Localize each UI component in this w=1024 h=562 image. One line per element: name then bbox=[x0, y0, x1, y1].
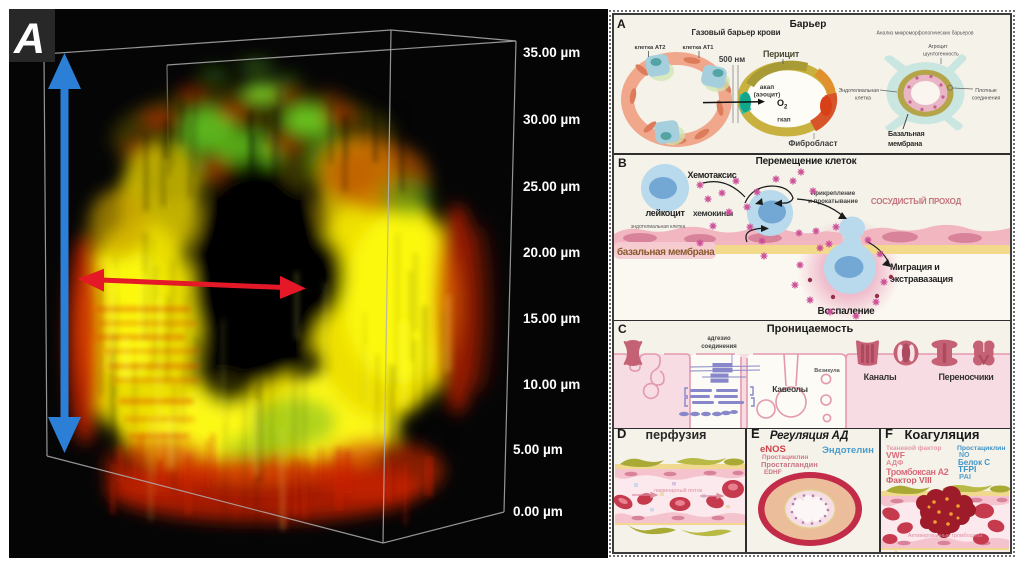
svg-text:клетка: клетка bbox=[855, 96, 871, 102]
svg-text:мембрана: мембрана bbox=[888, 139, 923, 148]
svg-text:30.00 µm: 30.00 µm bbox=[523, 112, 580, 127]
svg-text:2: 2 bbox=[784, 105, 788, 111]
svg-text:B: B bbox=[618, 156, 627, 170]
svg-text:лейкоцит: лейкоцит bbox=[645, 208, 685, 218]
svg-text:Хемотаксис: Хемотаксис bbox=[687, 170, 736, 180]
svg-text:клетка АТ1: клетка АТ1 bbox=[683, 45, 715, 51]
svg-text:O: O bbox=[777, 98, 784, 108]
svg-text:Воспаление: Воспаление bbox=[818, 306, 876, 317]
svg-text:500 нм: 500 нм bbox=[719, 55, 745, 64]
svg-text:Агроцит: Агроцит bbox=[928, 44, 948, 50]
svg-text:NO: NO bbox=[959, 452, 970, 459]
svg-text:25.00 µm: 25.00 µm bbox=[523, 179, 580, 194]
svg-text:VWF: VWF bbox=[886, 450, 905, 460]
svg-text:Барьер: Барьер bbox=[790, 19, 827, 30]
svg-text:5.00 µm: 5.00 µm bbox=[513, 442, 563, 457]
svg-text:хемокины: хемокины bbox=[693, 208, 733, 218]
svg-text:СОСУДИСТЫЙ ПРОХОД: СОСУДИСТЫЙ ПРОХОД bbox=[871, 197, 962, 206]
svg-text:Белок С: Белок С bbox=[958, 458, 990, 467]
svg-text:экстравазация: экстравазация bbox=[890, 274, 953, 284]
svg-text:Тромбоксан А2: Тромбоксан А2 bbox=[886, 467, 949, 477]
svg-text:D: D bbox=[617, 426, 626, 441]
svg-text:Простациклин: Простациклин bbox=[957, 445, 1005, 452]
svg-text:Перицит: Перицит bbox=[763, 49, 800, 59]
svg-text:0.00 µm: 0.00 µm bbox=[513, 504, 563, 519]
svg-text:гкап: гкап bbox=[777, 117, 791, 124]
svg-text:Везикула: Везикула bbox=[814, 368, 840, 374]
svg-text:Каналы: Каналы bbox=[864, 372, 897, 382]
svg-text:Эндотелиальная: Эндотелиальная bbox=[838, 88, 879, 94]
svg-text:Кавеолы: Кавеолы bbox=[772, 384, 807, 394]
svg-text:Коагуляция: Коагуляция bbox=[905, 427, 980, 442]
svg-text:Фибробласт: Фибробласт bbox=[788, 139, 837, 148]
svg-text:Простациклин: Простациклин bbox=[762, 454, 808, 461]
svg-text:PAI: PAI bbox=[959, 472, 971, 481]
svg-text:Проницаемость: Проницаемость bbox=[767, 323, 854, 335]
svg-text:C: C bbox=[618, 322, 627, 336]
svg-text:эндотелиальная клетка: эндотелиальная клетка bbox=[631, 224, 686, 230]
svg-text:TFPI: TFPI bbox=[958, 464, 976, 474]
svg-text:35.00 µm: 35.00 µm bbox=[523, 45, 580, 60]
svg-text:Перемещение клеток: Перемещение клеток bbox=[756, 156, 858, 167]
svg-text:клетка АТ2: клетка АТ2 bbox=[635, 45, 666, 51]
svg-text:Регуляция АД: Регуляция АД bbox=[770, 430, 848, 442]
svg-text:акап: акап bbox=[760, 84, 774, 91]
svg-text:Миграция и: Миграция и bbox=[890, 262, 940, 272]
svg-text:eNOS: eNOS bbox=[760, 444, 786, 455]
svg-text:базальная мембрана: базальная мембрана bbox=[617, 246, 715, 258]
svg-text:Анализ микроморфологических ба: Анализ микроморфологических барьеров bbox=[876, 31, 973, 37]
svg-text:A: A bbox=[617, 17, 626, 31]
svg-text:15.00 µm: 15.00 µm bbox=[523, 311, 580, 326]
svg-text:Переносчики: Переносчики bbox=[938, 372, 993, 382]
svg-text:адгезио: адгезио bbox=[707, 336, 731, 342]
svg-text:Фактор VIII: Фактор VIII bbox=[886, 475, 932, 485]
svg-text:(аэоцит): (аэоцит) bbox=[754, 92, 781, 99]
svg-text:Тканевой фактор: Тканевой фактор bbox=[886, 444, 941, 452]
svg-text:Плотные: Плотные bbox=[975, 88, 997, 94]
svg-text:и прокатывание: и прокатывание bbox=[808, 198, 858, 205]
svg-text:Активированные тромбоциты: Активированные тромбоциты bbox=[908, 533, 982, 539]
svg-text:соединения: соединения bbox=[701, 344, 737, 350]
svg-text:F: F bbox=[885, 426, 893, 441]
svg-text:E: E bbox=[751, 426, 760, 441]
svg-text:Простагландин: Простагландин bbox=[761, 460, 818, 469]
svg-text:ламинарный поток: ламинарный поток bbox=[654, 487, 703, 494]
svg-text:Эндотелин: Эндотелин bbox=[822, 445, 874, 456]
svg-text:АДФ: АДФ bbox=[886, 458, 904, 467]
svg-text:соединения: соединения bbox=[972, 96, 1001, 102]
svg-text:Прикрепление: Прикрепление bbox=[811, 190, 856, 197]
svg-text:Базальная: Базальная bbox=[888, 129, 924, 138]
svg-text:шунтогенность: шунтогенность bbox=[923, 52, 959, 58]
svg-text:20.00 µm: 20.00 µm bbox=[523, 245, 580, 260]
svg-text:Газовый барьер крови: Газовый барьер крови bbox=[692, 28, 781, 37]
svg-text:10.00 µm: 10.00 µm bbox=[523, 377, 580, 392]
svg-text:перфузия: перфузия bbox=[646, 428, 707, 442]
svg-text:EDHF: EDHF bbox=[764, 469, 782, 476]
svg-text:A: A bbox=[13, 15, 45, 63]
